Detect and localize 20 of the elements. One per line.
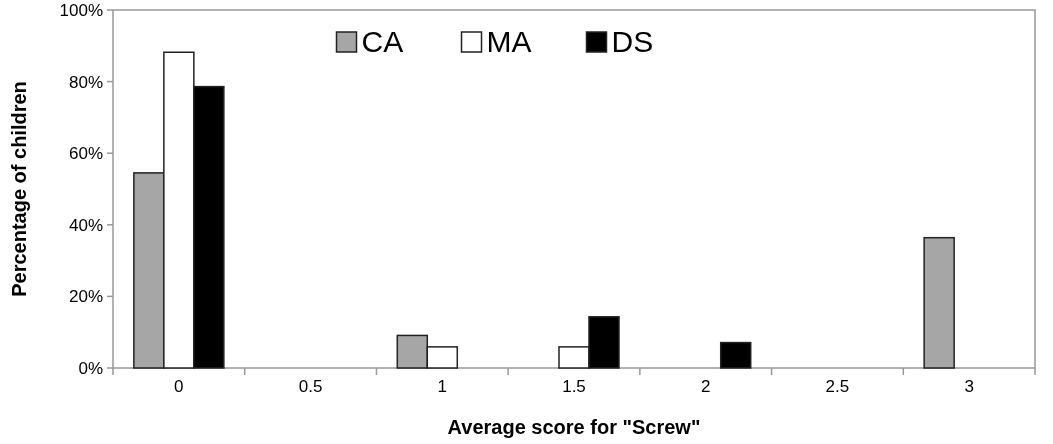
x-tick-label: 1 xyxy=(437,377,448,396)
y-tick-label: 0% xyxy=(78,358,103,378)
x-tick-label: 3 xyxy=(964,377,974,396)
x-axis-title: Average score for "Screw" xyxy=(447,416,701,438)
x-tick-label: 0.5 xyxy=(298,377,323,396)
legend-label: MA xyxy=(486,25,532,58)
legend-label: CA xyxy=(361,25,404,58)
bar xyxy=(923,236,955,369)
y-tick-label: 60% xyxy=(68,144,103,164)
x-tick-label: 1.5 xyxy=(562,377,586,396)
x-tick-label: 2 xyxy=(700,377,711,396)
y-tick-label: 80% xyxy=(68,72,103,92)
y-tick-label: 20% xyxy=(68,287,103,307)
x-tick-label: 2.5 xyxy=(825,377,850,396)
bar xyxy=(719,341,752,369)
y-tick-label: 100% xyxy=(59,0,103,20)
y-axis-title: Percentage of children xyxy=(8,81,30,297)
legend-label: DS xyxy=(611,25,654,58)
y-tick-label: 40% xyxy=(68,215,103,235)
x-tick-label: 0 xyxy=(174,377,184,396)
